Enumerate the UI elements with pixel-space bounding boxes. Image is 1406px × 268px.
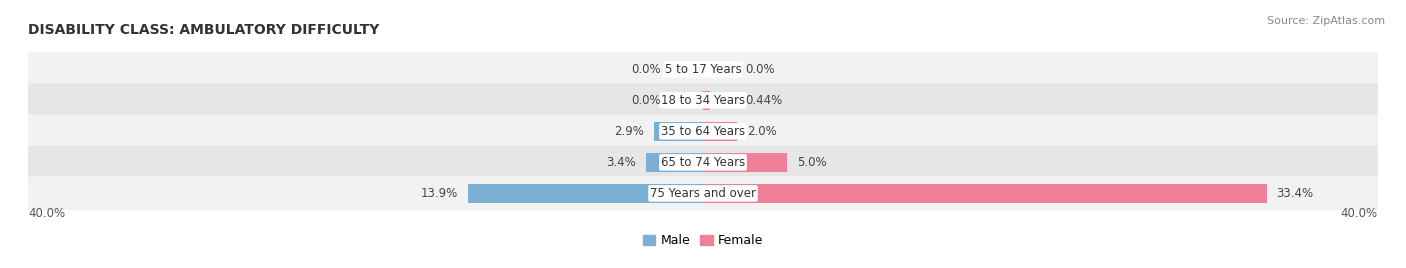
Text: 65 to 74 Years: 65 to 74 Years [661,156,745,169]
Text: 33.4%: 33.4% [1277,187,1313,200]
Text: 5.0%: 5.0% [797,156,827,169]
Text: Source: ZipAtlas.com: Source: ZipAtlas.com [1267,16,1385,26]
FancyBboxPatch shape [27,146,1379,179]
Bar [703,153,787,172]
Text: 40.0%: 40.0% [1341,207,1378,220]
Text: 2.9%: 2.9% [614,125,644,138]
Text: 13.9%: 13.9% [422,187,458,200]
Text: 0.44%: 0.44% [745,94,782,107]
Bar [703,91,710,110]
Bar [468,184,703,203]
Bar [703,122,737,141]
Text: 75 Years and over: 75 Years and over [650,187,756,200]
Text: DISABILITY CLASS: AMBULATORY DIFFICULTY: DISABILITY CLASS: AMBULATORY DIFFICULTY [28,23,380,37]
FancyBboxPatch shape [27,114,1379,148]
Text: 5 to 17 Years: 5 to 17 Years [665,63,741,76]
Text: 0.0%: 0.0% [631,94,661,107]
Text: 35 to 64 Years: 35 to 64 Years [661,125,745,138]
FancyBboxPatch shape [27,52,1379,86]
Bar [703,184,1267,203]
Text: 2.0%: 2.0% [747,125,776,138]
Legend: Male, Female: Male, Female [638,229,768,252]
Text: 0.0%: 0.0% [745,63,775,76]
Text: 0.0%: 0.0% [631,63,661,76]
Bar [654,122,703,141]
FancyBboxPatch shape [27,83,1379,117]
Text: 40.0%: 40.0% [28,207,65,220]
Bar [645,153,703,172]
Text: 3.4%: 3.4% [606,156,636,169]
FancyBboxPatch shape [27,176,1379,210]
Text: 18 to 34 Years: 18 to 34 Years [661,94,745,107]
